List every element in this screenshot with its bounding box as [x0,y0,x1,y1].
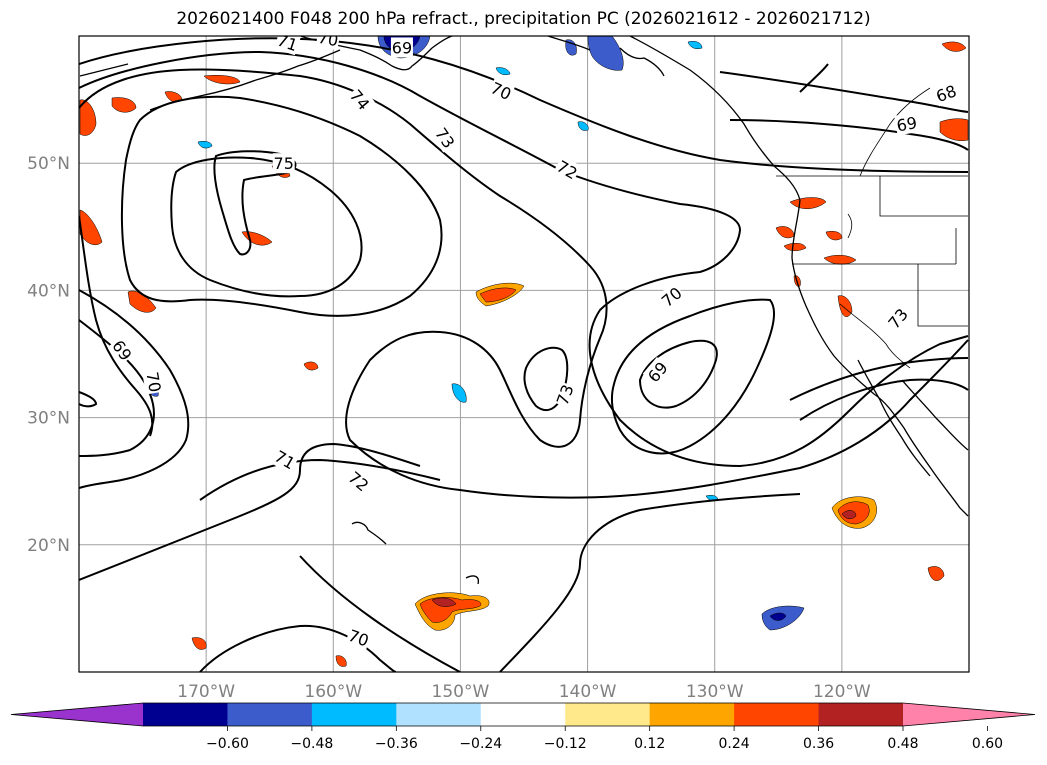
svg-text:69: 69 [392,38,412,57]
contour-label: 70 [344,624,373,651]
svg-text:70: 70 [142,370,164,393]
positive-precip-patches [79,41,969,667]
colorbar-tick-label: 0.60 [972,736,1003,752]
political-borders [776,87,968,369]
lon-label: 170°W [177,682,235,702]
colorbar-segment [480,703,566,726]
contour-label: 69 [390,37,413,58]
contour-label: 71 [273,31,302,56]
lon-label: 120°W [813,682,871,702]
colorbar-tick-label: −0.60 [206,736,249,752]
map-background [79,36,969,672]
colorbar-tick-label: −0.36 [375,736,418,752]
colorbar-tick-label: 0.36 [803,736,834,752]
graticule [79,36,969,672]
latitude-labels: 50°N 40°N 30°N 20°N [27,154,70,556]
colorbar-segment [734,703,820,726]
colorbar-segment [649,703,735,726]
colorbar-segment [818,703,904,726]
colorbar-tick-label: −0.24 [459,736,502,752]
refractivity-contours [79,37,969,672]
colorbar-extend-low [11,703,143,726]
map-title: 2026021400 F048 200 hPa refract., precip… [176,9,871,29]
colorbar-outline [10,702,1036,727]
colorbar-segment [227,703,313,726]
lon-label: 150°W [432,682,490,702]
colorbar-segment [396,703,482,726]
colorbar-tick-label: 0.48 [887,736,918,752]
svg-text:75: 75 [274,154,294,173]
colorbar: −0.60 −0.48 −0.36 −0.24 −0.12 0.12 0.24 0.36 0.4… [10,702,1036,752]
lat-label: 20°N [27,536,70,556]
svg-text:69: 69 [895,113,918,135]
colorbar-tick-label: −0.48 [290,736,333,752]
contour-label: 70 [315,28,341,51]
map-frame [78,35,970,673]
colorbar-extend-high [903,703,1035,726]
colorbar-segment [565,703,651,726]
lat-label: 50°N [27,154,70,174]
lon-label: 140°W [559,682,617,702]
longitude-labels: 170°W 160°W 150°W 140°W 130°W 120°W [177,682,871,702]
colorbar-tick-label: 0.12 [634,736,665,752]
contour-label: 75 [272,153,295,174]
contour-label: 70 [142,369,166,395]
contour-label: 69 [894,112,920,136]
lon-label: 130°W [686,682,744,702]
svg-text:71: 71 [275,31,300,55]
lat-label: 30°N [27,409,70,429]
colorbar-segment [311,703,397,726]
colorbar-tick-label: 0.24 [719,736,750,752]
colorbar-tick-label: −0.12 [544,736,587,752]
svg-text:70: 70 [316,28,339,50]
lat-label: 40°N [27,281,70,301]
colorbar-segment [143,703,228,726]
lon-label: 160°W [304,682,362,702]
